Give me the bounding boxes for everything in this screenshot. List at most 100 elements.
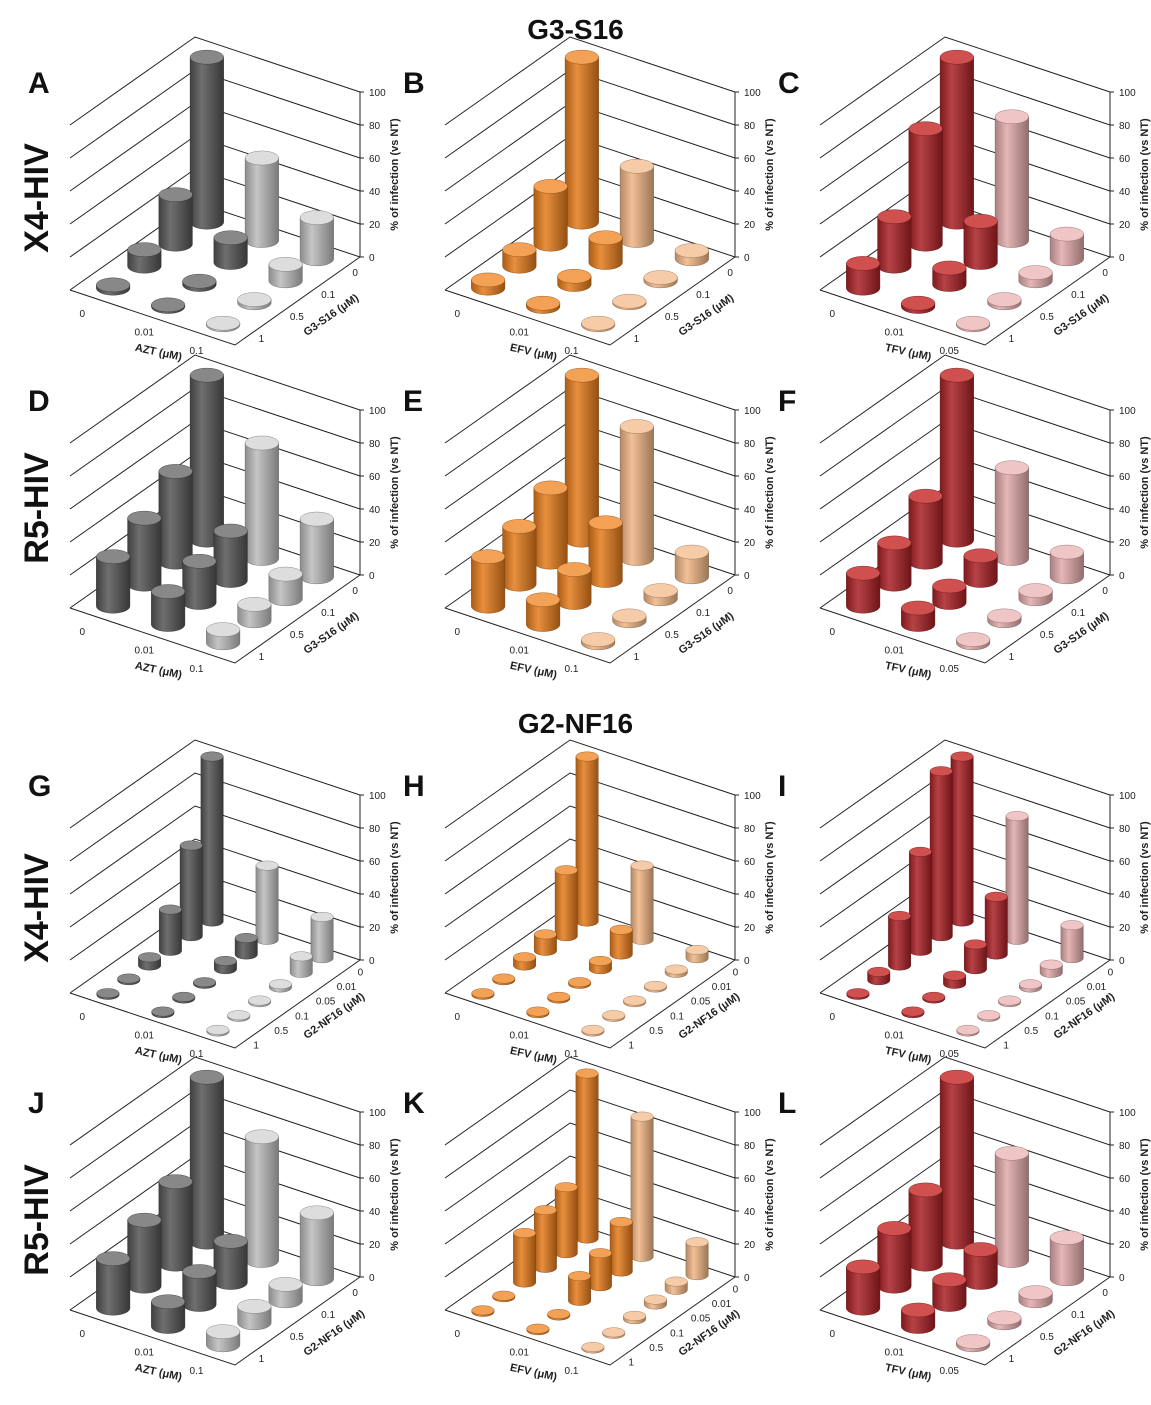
bar-0-0.5 bbox=[127, 242, 162, 274]
bar-0-0.1 bbox=[513, 952, 536, 971]
z-tick-label: 0 bbox=[369, 253, 375, 264]
bar-cap bbox=[1060, 920, 1084, 931]
z-axis-title: % of infection (vs NT) bbox=[1139, 1138, 1151, 1251]
bar-0.05-0 bbox=[1060, 920, 1084, 964]
bar-0.01-0.01 bbox=[984, 891, 1008, 960]
bar-cap bbox=[619, 158, 654, 174]
bar-0-0.05 bbox=[909, 846, 932, 956]
z-tick-label: 80 bbox=[369, 824, 381, 835]
bar3d-chart: 0 20 40 60 80 100 % of infection (vs NT) 0 0.01 0… bbox=[69, 1056, 401, 1384]
z-tick-label: 20 bbox=[369, 923, 381, 934]
bar-0.01-0.1 bbox=[963, 548, 998, 588]
bar-0.05-0.5 bbox=[987, 292, 1022, 311]
panel-letter: A bbox=[28, 67, 50, 100]
bar-0.01-1 bbox=[526, 592, 561, 632]
gridline-100 bbox=[444, 739, 736, 829]
bar-body bbox=[994, 467, 1029, 566]
x-tick-label: 0.05 bbox=[940, 1366, 960, 1377]
chart-panel-k: K 0 20 40 60 80 100% of infection (vs NT) 0 0.01… bbox=[403, 1056, 790, 1405]
x-tick-label: 0 bbox=[455, 1329, 461, 1340]
bar-0.1-0.1 bbox=[268, 566, 303, 607]
bar-0.01-0 bbox=[619, 419, 654, 566]
z-tick-label: 80 bbox=[744, 824, 756, 835]
z-axis-title: % of infection (vs NT) bbox=[764, 436, 776, 549]
z-tick-label: 80 bbox=[1119, 824, 1131, 835]
z-axis-title: % of infection (vs NT) bbox=[1139, 118, 1151, 231]
bar-cap bbox=[901, 600, 936, 616]
z-tick-label: 40 bbox=[369, 890, 381, 901]
bar-0-0.05 bbox=[159, 904, 182, 956]
bar-0.01-0.5 bbox=[182, 553, 217, 610]
gridline-100 bbox=[69, 1056, 361, 1146]
bar-body bbox=[846, 572, 881, 614]
bar-0-0.5 bbox=[117, 973, 141, 986]
bar-body bbox=[939, 1076, 974, 1250]
bar-0.05-0.1 bbox=[1018, 583, 1053, 607]
bar-0.05-0.5 bbox=[987, 608, 1022, 629]
bar-cap bbox=[998, 995, 1021, 1006]
bar-0.1-0 bbox=[299, 1205, 334, 1287]
panel-letter: L bbox=[778, 1087, 797, 1120]
bar-0.01-0 bbox=[255, 860, 279, 945]
bar-0-0 bbox=[575, 1068, 599, 1244]
x-tick-label: 0.1 bbox=[565, 346, 579, 357]
y-tick-label: 0.01 bbox=[712, 982, 732, 993]
bar-0-0.01 bbox=[929, 766, 953, 942]
bar-0.01-1 bbox=[901, 1302, 936, 1334]
bar-cap bbox=[564, 367, 599, 383]
x-tick-label: 0 bbox=[830, 309, 836, 320]
bar-cap bbox=[589, 1248, 612, 1259]
bar-cap bbox=[1049, 226, 1084, 242]
bar-body bbox=[994, 116, 1029, 248]
bar-0-1 bbox=[846, 256, 881, 296]
bar-body bbox=[96, 556, 131, 614]
y-tick-label: 0.1 bbox=[696, 290, 710, 301]
gridline-100 bbox=[69, 739, 361, 829]
y-tick-label: 0 bbox=[1102, 1288, 1108, 1299]
bar-cap bbox=[619, 419, 654, 434]
bar-0.01-0.1 bbox=[943, 970, 966, 989]
bar-body bbox=[589, 1252, 612, 1292]
bar-0.01-0.5 bbox=[932, 578, 967, 610]
z-tick-label: 100 bbox=[1119, 88, 1136, 99]
bar-cap bbox=[158, 1174, 193, 1189]
bar-0-0 bbox=[950, 751, 974, 927]
y-tick-label: 1 bbox=[259, 652, 265, 663]
bar-body bbox=[213, 530, 248, 588]
gridline-100 bbox=[819, 36, 1111, 126]
floor-edge bbox=[69, 256, 361, 346]
bar-cap bbox=[994, 460, 1029, 476]
chart-panel-b: B 0 20 40 60 80 100 % of infection (vs NT) 0 0.01… bbox=[403, 36, 790, 385]
bar-body bbox=[939, 56, 974, 230]
z-tick-label: 0 bbox=[369, 1273, 375, 1284]
bar-cap bbox=[193, 977, 216, 988]
x-tick-label: 0 bbox=[830, 627, 836, 638]
bar-0.1-0.1 bbox=[643, 583, 678, 607]
bar-cap bbox=[939, 1069, 974, 1085]
bar-0-0.1 bbox=[158, 1174, 193, 1272]
bar-body bbox=[159, 909, 182, 956]
bar-cap bbox=[96, 988, 120, 999]
x-tick-label: 0.05 bbox=[940, 346, 960, 357]
x-axis-title: EFV (μM) bbox=[509, 342, 558, 364]
bar-cap bbox=[1018, 1285, 1053, 1300]
y-tick-label: 0 bbox=[358, 967, 364, 978]
bar-body bbox=[846, 1266, 881, 1316]
y-tick-label: 0.5 bbox=[1040, 312, 1054, 323]
z-axis-title: % of infection (vs NT) bbox=[764, 118, 776, 231]
bar-0.1-0.01 bbox=[664, 964, 688, 978]
bar-body bbox=[908, 128, 943, 252]
bar-body bbox=[299, 518, 334, 585]
z-axis-title: % of infection (vs NT) bbox=[389, 1138, 401, 1251]
bar-cap bbox=[581, 1342, 605, 1352]
bar-body bbox=[685, 1241, 709, 1281]
z-tick-label: 0 bbox=[744, 1273, 750, 1284]
z-tick-label: 60 bbox=[369, 1174, 381, 1185]
bar-cap bbox=[268, 566, 303, 582]
bar-0.01-1 bbox=[901, 600, 936, 632]
bar-body bbox=[575, 1073, 599, 1244]
bar-body bbox=[909, 851, 932, 956]
y-tick-label: 0.5 bbox=[290, 1332, 304, 1343]
bar-0-0 bbox=[939, 367, 974, 548]
bar3d-chart: 0 20 40 60 80 100 % of infection (vs NT) 0 0.01 0… bbox=[69, 36, 401, 364]
